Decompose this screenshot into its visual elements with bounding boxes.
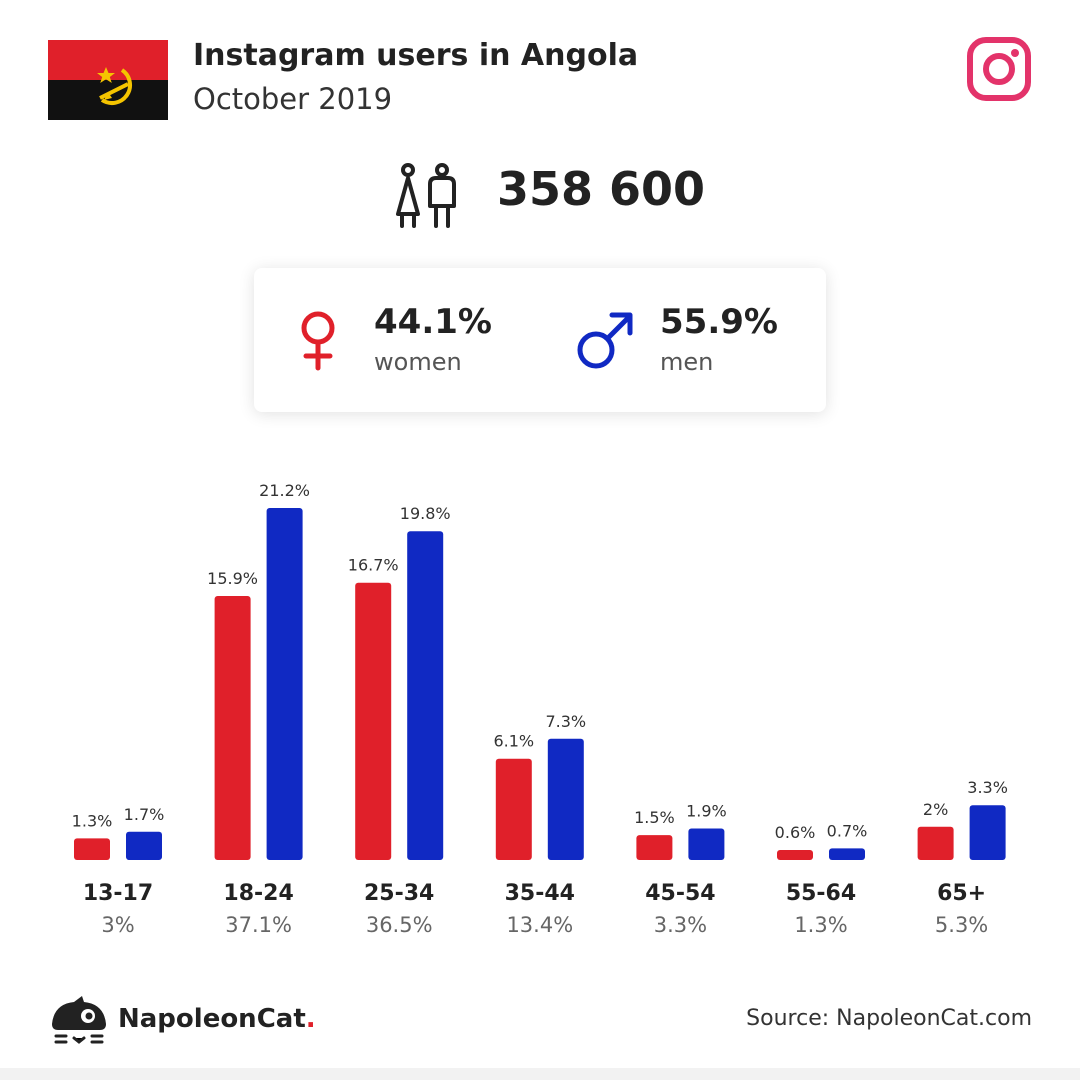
brand-name: NapoleonCat. [118, 1004, 316, 1034]
women-value-label: 2% [923, 800, 948, 819]
men-value-label: 3.3% [967, 778, 1008, 797]
category-total-label: 13.4% [506, 913, 573, 937]
men-percentage: 55.9% [660, 302, 778, 342]
women-bar [917, 826, 954, 860]
age-gender-bar-chart: 1.3% 1.7% 13-17 3% 15.9% 21.2% 18-24 37.1% 16.7%… [72, 481, 1008, 937]
men-bar [126, 831, 162, 860]
men-value-label: 21.2% [259, 481, 310, 500]
women-bar [74, 838, 110, 860]
women-value-label: 15.9% [207, 569, 258, 588]
female-symbol-icon [301, 311, 335, 371]
category-total-label: 1.3% [794, 913, 847, 937]
angola-flag-icon [48, 40, 168, 120]
women-label: women [374, 348, 462, 376]
napoleoncat-logo-icon [52, 996, 106, 1044]
women-bar [214, 596, 251, 860]
source-note: Source: NapoleonCat.com [746, 1006, 1032, 1031]
page-subtitle: October 2019 [193, 82, 393, 116]
men-bar [688, 828, 725, 860]
bottom-strip [0, 1068, 1080, 1080]
category-label: 35-44 [505, 881, 575, 906]
men-bar [969, 805, 1006, 860]
women-value-label: 1.3% [72, 811, 113, 830]
men-value-label: 0.7% [827, 821, 868, 840]
women-bar [777, 850, 813, 860]
men-label: men [660, 348, 714, 376]
total-users: 358 600 [497, 162, 706, 216]
category-total-label: 3% [101, 913, 134, 937]
women-percentage: 44.1% [374, 302, 492, 342]
women-value-label: 0.6% [775, 823, 816, 842]
instagram-icon [967, 37, 1031, 101]
category-label: 25-34 [364, 881, 434, 906]
women-value-label: 6.1% [493, 732, 534, 751]
men-value-label: 1.9% [686, 801, 727, 820]
gender-card: 44.1% women 55.9% men [254, 268, 826, 412]
men-bar [266, 508, 303, 860]
men-bar [829, 848, 865, 860]
category-total-label: 37.1% [225, 913, 292, 937]
category-total-label: 5.3% [935, 913, 988, 937]
men-bar [547, 738, 584, 860]
women-value-label: 1.5% [634, 808, 675, 827]
users-icon [396, 163, 456, 228]
men-value-label: 19.8% [400, 504, 451, 523]
page-title: Instagram users in Angola [193, 38, 639, 73]
category-label: 45-54 [645, 881, 715, 906]
women-bar [355, 582, 392, 860]
category-label: 18-24 [223, 881, 293, 906]
category-label: 13-17 [83, 881, 153, 906]
category-total-label: 36.5% [366, 913, 433, 937]
category-total-label: 3.3% [654, 913, 707, 937]
male-symbol-icon [577, 312, 633, 369]
category-label: 65+ [937, 881, 986, 906]
category-label: 55-64 [786, 881, 856, 906]
men-value-label: 1.7% [124, 805, 165, 824]
men-bar [407, 531, 444, 860]
men-value-label: 7.3% [545, 712, 586, 731]
women-bar [636, 835, 673, 860]
women-value-label: 16.7% [348, 556, 399, 575]
women-bar [495, 758, 532, 860]
